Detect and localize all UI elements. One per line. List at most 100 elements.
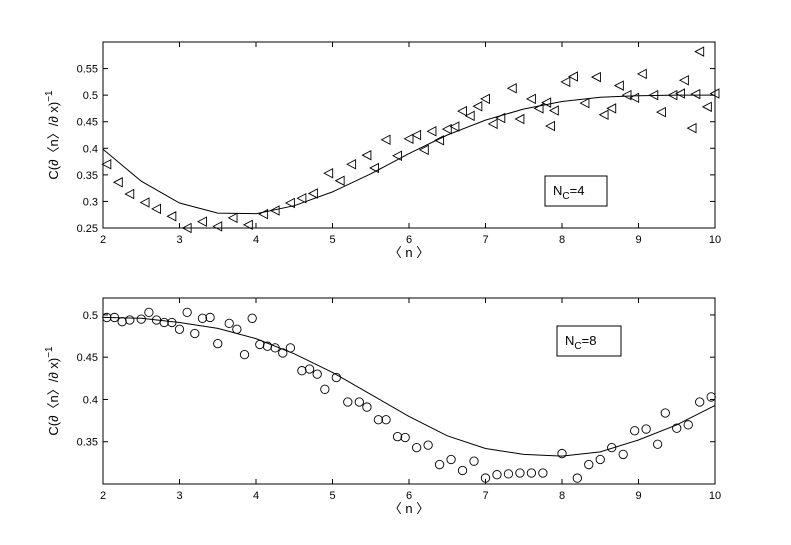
annotation-box	[556, 325, 622, 357]
data-point-triangle	[334, 175, 345, 186]
y-axis-label-exponent: −1	[44, 90, 55, 102]
data-point-triangle	[667, 89, 678, 101]
data-point-triangle	[487, 118, 498, 130]
data-point-circle	[373, 415, 384, 425]
data-point-triangle	[506, 82, 517, 94]
data-point-triangle	[269, 205, 280, 216]
data-point-circle	[480, 473, 491, 483]
data-point-circle	[584, 459, 594, 470]
data-point-triangle	[545, 120, 555, 132]
data-point-triangle	[636, 68, 647, 80]
y-tick-label: 0.35	[77, 170, 98, 182]
data-point-circle	[190, 328, 200, 339]
data-point-triangle	[701, 101, 712, 113]
x-tick-label: 6	[406, 234, 412, 246]
data-point-triangle	[434, 135, 445, 146]
data-point-circle	[641, 424, 651, 434]
data-point-circle	[117, 317, 127, 327]
data-point-triangle	[598, 109, 609, 121]
data-point-triangle	[579, 97, 590, 109]
data-point-circle	[446, 454, 456, 465]
data-point-triangle	[227, 212, 238, 224]
x-tick-label: 10	[709, 490, 721, 502]
data-point-circle	[304, 364, 315, 374]
data-point-triangle	[613, 80, 624, 91]
chart-panel-1: 2 3 4 5 6 7 8 9 10 0.25 0.3 0.35 0.4 0.45 0.5 0.55 〈 n 〉…	[44, 41, 721, 260]
data-point-triangle	[166, 211, 177, 222]
data-point-triangle	[441, 123, 452, 135]
x-tick-label: 5	[329, 490, 335, 502]
data-point-circle	[423, 440, 433, 450]
data-point-triangle	[678, 75, 689, 86]
data-point-circle	[557, 448, 567, 459]
data-point-circle	[167, 317, 177, 328]
x-tick-label: 9	[635, 234, 641, 246]
data-point-circle	[400, 432, 410, 443]
y-tick-label: 0.35	[77, 437, 98, 449]
data-point-triangle	[686, 122, 697, 134]
data-point-circle	[159, 317, 169, 328]
y-tick-label: 0.45	[77, 352, 98, 364]
data-point-triangle	[212, 221, 223, 232]
x-tick-label: 3	[176, 490, 182, 502]
data-point-triangle	[392, 150, 402, 161]
data-point-triangle	[606, 103, 617, 114]
plot-frame	[102, 297, 716, 485]
data-point-triangle	[655, 106, 666, 118]
data-point-triangle	[296, 192, 307, 204]
data-point-circle	[278, 348, 288, 358]
x-axis-label: 〈 n 〉	[389, 501, 429, 516]
data-point-circle	[224, 318, 234, 329]
data-point-triangle	[675, 88, 686, 99]
data-point-circle	[538, 468, 548, 478]
data-point-triangle	[525, 93, 536, 105]
data-point-circle	[492, 470, 502, 480]
annotation-label: NC=8	[565, 333, 596, 352]
data-point-circle	[572, 473, 582, 483]
data-point-triangle	[514, 113, 525, 125]
y-axis-label: C(∂〈n〉/∂ x)−1	[44, 90, 61, 180]
data-point-circle	[247, 313, 257, 323]
annotation-main: N	[565, 333, 574, 348]
data-point-triangle	[346, 158, 357, 170]
y-axis-label: C(∂〈n〉/∂ x)−1	[44, 346, 61, 436]
data-point-circle	[392, 432, 403, 442]
data-point-circle	[255, 339, 265, 350]
data-point-triangle	[457, 105, 467, 117]
data-point-circle	[102, 312, 112, 323]
data-point-triangle	[464, 110, 475, 122]
data-point-triangle	[258, 208, 269, 220]
data-point-circle	[182, 307, 192, 318]
data-point-triangle	[196, 216, 207, 227]
annotation-label: NC=4	[553, 183, 584, 202]
data-point-triangle	[411, 129, 422, 141]
y-tick-label: 0.5	[83, 310, 98, 322]
data-point-circle	[652, 439, 663, 449]
data-point-circle	[695, 397, 705, 407]
data-point-triangle	[284, 197, 295, 209]
data-point-circle	[213, 339, 223, 349]
x-tick-label: 6	[406, 490, 412, 502]
data-point-triangle	[418, 144, 429, 156]
y-tick-label: 0.3	[83, 196, 98, 208]
data-point-circle	[503, 469, 514, 479]
data-point-circle	[136, 314, 146, 324]
data-point-circle	[174, 324, 185, 334]
x-tick-label: 8	[559, 234, 565, 246]
data-point-circle	[618, 449, 628, 460]
data-point-circle	[411, 442, 422, 453]
data-point-triangle	[112, 177, 123, 188]
y-axis-label-exponent: −1	[44, 346, 55, 358]
y-tick-label: 0.4	[83, 394, 98, 406]
x-tick-label: 10	[709, 234, 721, 246]
x-tick-label: 2	[100, 234, 106, 246]
data-point-triangle	[403, 133, 414, 144]
data-point-circle	[331, 372, 341, 383]
data-point-triangle	[323, 168, 334, 179]
y-tick-label: 0.25	[77, 223, 98, 235]
data-point-circle	[144, 307, 154, 318]
data-point-circle	[312, 369, 322, 379]
annotation-box	[544, 175, 608, 207]
data-point-triangle	[694, 46, 705, 57]
